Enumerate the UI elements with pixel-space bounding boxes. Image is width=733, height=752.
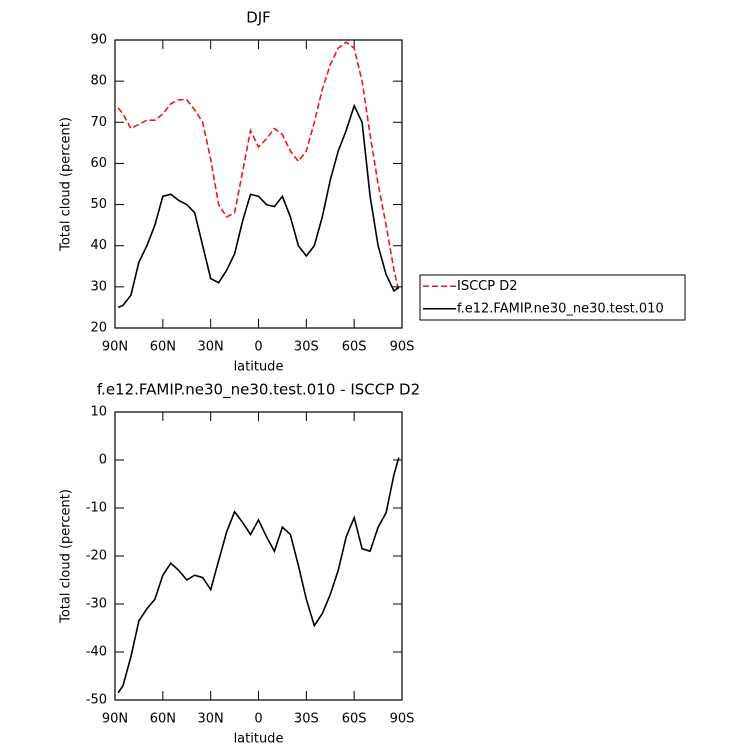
y-tick-label: -10: [86, 501, 107, 516]
y-tick-label: -30: [86, 597, 107, 612]
y-tick-label: -50: [86, 693, 107, 708]
x-tick-label: 30S: [294, 340, 319, 355]
x-tick-label: 30N: [198, 712, 224, 727]
y-tick-label: -40: [86, 645, 107, 660]
x-tick-label: 90N: [102, 340, 128, 355]
y-tick-label: 20: [90, 321, 107, 336]
x-axis-label: latitude: [234, 732, 284, 747]
y-tick-label: 30: [90, 279, 107, 294]
x-tick-label: 90N: [102, 712, 128, 727]
x-tick-label: 60N: [150, 340, 176, 355]
x-tick-label: 90S: [390, 712, 415, 727]
x-tick-label: 60S: [342, 340, 367, 355]
y-tick-label: 80: [90, 74, 107, 89]
x-tick-label: 0: [254, 340, 262, 355]
y-tick-label: -20: [86, 549, 107, 564]
legend-box: [419, 274, 686, 321]
x-tick-label: 90S: [390, 340, 415, 355]
plot-frame: [114, 39, 403, 329]
chart-title: DJF: [246, 9, 271, 27]
y-tick-label: 10: [90, 405, 107, 420]
plot-frame: [114, 411, 403, 701]
x-tick-label: 60N: [150, 712, 176, 727]
line-series: [117, 457, 400, 694]
legend-label: f.e12.FAMIP.ne30_ne30.test.010: [457, 301, 664, 316]
y-axis-label: Total cloud (percent): [59, 489, 74, 624]
y-tick-label: 60: [90, 156, 107, 171]
y-tick-label: 70: [90, 115, 107, 130]
x-tick-label: 60S: [342, 712, 367, 727]
x-tick-label: 30S: [294, 712, 319, 727]
legend-label: ISCCP D2: [457, 279, 518, 294]
x-axis-label: latitude: [234, 360, 284, 375]
y-tick-label: 50: [90, 197, 107, 212]
y-tick-label: 90: [90, 33, 107, 48]
y-axis-label: Total cloud (percent): [59, 117, 74, 252]
chart-title: f.e12.FAMIP.ne30_ne30.test.010 - ISCCP D…: [97, 381, 420, 400]
line-series: [117, 41, 400, 292]
x-tick-label: 0: [254, 712, 262, 727]
y-tick-label: 0: [99, 453, 107, 468]
x-tick-label: 30N: [198, 340, 224, 355]
y-tick-label: 40: [90, 238, 107, 253]
line-series: [117, 103, 400, 309]
